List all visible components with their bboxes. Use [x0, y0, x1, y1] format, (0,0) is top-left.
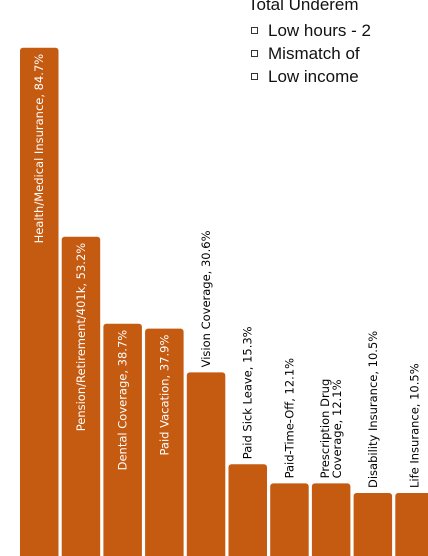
- legend-item: Low income: [248, 65, 428, 88]
- bullet-icon: [251, 27, 258, 34]
- bar-data-label: Paid Vacation, 37.9%: [157, 335, 171, 456]
- bar: [103, 323, 142, 556]
- bar-data-label: Paid-Time-Off, 12.1%: [282, 358, 296, 479]
- bullet-icon: [251, 50, 258, 57]
- legend-item-label: Low income: [268, 67, 359, 86]
- bar: [186, 372, 226, 556]
- bar-data-label: Prescription Drug: [318, 379, 332, 479]
- bar: [353, 493, 393, 556]
- bar-data-label: Coverage, 12.1%: [330, 379, 344, 478]
- legend-panel: Total Underem Low hours - 2 Mismatch of …: [248, 0, 428, 88]
- bar: [311, 483, 351, 556]
- bar-data-label: Life Insurance, 10.5%: [408, 363, 422, 488]
- legend-item-label: Mismatch of: [268, 44, 360, 63]
- bar: [228, 464, 267, 556]
- bar-data-label: Health/Medical Insurance, 84.7%: [32, 54, 46, 244]
- legend-title: Total Underem: [248, 0, 359, 14]
- legend-item: Mismatch of: [248, 42, 428, 65]
- bar-data-label: Pension/Retirement/401k, 53.2%: [74, 243, 88, 432]
- bar: [61, 236, 101, 556]
- bar-data-label: Paid Sick Leave, 15.3%: [241, 326, 255, 459]
- legend-item-label: Low hours - 2: [268, 21, 371, 40]
- bar: [270, 483, 309, 556]
- bar-data-label: Vision Coverage, 30.6%: [199, 230, 213, 367]
- bullet-icon: [251, 73, 258, 80]
- bar: [395, 493, 428, 556]
- legend-item: Low hours - 2: [248, 19, 428, 42]
- bar-data-label: Disability Insurance, 10.5%: [366, 331, 380, 488]
- bar: [145, 328, 184, 556]
- bar: [20, 47, 59, 556]
- bar-data-label: Dental Coverage, 38.7%: [116, 330, 130, 471]
